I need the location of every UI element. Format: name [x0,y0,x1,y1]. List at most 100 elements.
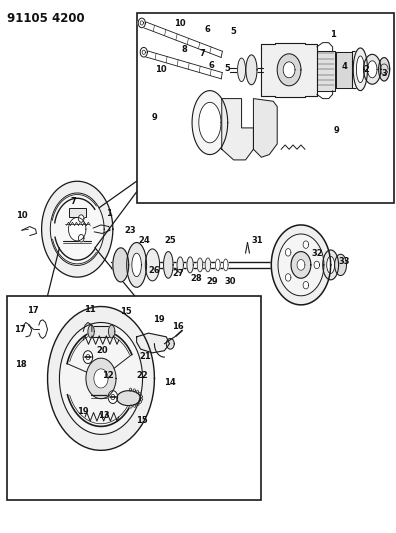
Polygon shape [50,193,104,265]
Polygon shape [192,91,228,155]
Polygon shape [142,50,145,54]
Text: 7: 7 [70,197,76,206]
Text: 30: 30 [225,277,236,286]
Bar [7,296,261,500]
Polygon shape [117,391,141,406]
Text: 8: 8 [181,45,187,53]
Polygon shape [286,248,291,256]
Text: 15: 15 [136,416,148,424]
Polygon shape [297,260,305,270]
Text: 19: 19 [152,316,164,324]
Text: 16: 16 [171,322,183,330]
Polygon shape [129,388,131,391]
Polygon shape [327,256,335,273]
Polygon shape [317,51,335,91]
Polygon shape [303,281,308,289]
Text: 13: 13 [98,411,110,420]
Polygon shape [286,274,291,281]
Polygon shape [69,217,86,241]
Text: 10: 10 [154,65,166,74]
Text: 17: 17 [27,306,38,314]
Polygon shape [323,250,339,280]
Polygon shape [222,99,253,160]
Polygon shape [166,338,174,349]
Text: 1: 1 [330,30,335,39]
Text: 6: 6 [209,61,215,69]
Polygon shape [78,235,84,242]
Text: 9: 9 [334,126,339,135]
Text: 5: 5 [231,28,236,36]
Polygon shape [137,333,169,353]
Text: 6: 6 [205,25,211,34]
Polygon shape [314,261,320,269]
Polygon shape [364,54,381,84]
Polygon shape [130,405,132,408]
Polygon shape [199,102,221,143]
Polygon shape [246,55,257,85]
Text: 1: 1 [106,209,112,217]
Polygon shape [261,43,317,97]
Polygon shape [164,252,173,278]
Polygon shape [133,389,135,392]
Bar [69,208,86,217]
Text: 19: 19 [77,407,89,416]
Bar [352,51,358,88]
Polygon shape [133,404,136,407]
Polygon shape [127,243,147,287]
Text: 29: 29 [206,277,218,286]
Polygon shape [277,54,301,86]
Polygon shape [139,392,141,395]
Text: 27: 27 [172,269,184,278]
Text: 17: 17 [14,325,26,334]
Polygon shape [140,398,143,401]
Polygon shape [139,400,141,403]
Polygon shape [336,52,352,88]
Text: 32: 32 [311,249,323,257]
Polygon shape [86,358,116,399]
Text: 4: 4 [342,62,347,71]
Polygon shape [238,58,246,82]
Polygon shape [48,306,154,450]
Polygon shape [42,181,113,277]
Polygon shape [145,249,160,281]
Polygon shape [356,56,364,83]
Polygon shape [83,351,93,364]
Text: 23: 23 [125,226,137,235]
Text: 24: 24 [139,237,150,245]
Polygon shape [303,241,308,248]
Polygon shape [113,248,129,282]
Text: 12: 12 [102,372,114,380]
Polygon shape [367,61,377,78]
Polygon shape [205,258,211,272]
Polygon shape [78,215,84,222]
Text: 21: 21 [140,352,152,360]
Text: 11: 11 [84,305,96,313]
Text: 10: 10 [174,20,186,28]
Polygon shape [335,254,346,276]
Polygon shape [379,58,390,81]
Bar [92,326,111,337]
Polygon shape [132,253,141,277]
Polygon shape [223,259,228,271]
Text: 10: 10 [16,212,28,220]
Polygon shape [271,225,331,305]
Polygon shape [197,258,203,272]
Text: 2: 2 [364,65,369,74]
Text: 3: 3 [381,69,387,77]
Polygon shape [140,21,143,25]
Text: 14: 14 [164,378,176,387]
Text: 25: 25 [164,237,176,245]
Polygon shape [140,395,143,398]
Text: 33: 33 [339,257,350,265]
Text: 28: 28 [190,274,202,282]
Polygon shape [283,62,295,78]
Text: 9: 9 [152,113,157,122]
Polygon shape [253,99,277,157]
Polygon shape [137,402,139,406]
Text: 15: 15 [120,308,132,316]
Polygon shape [215,259,220,271]
Bar [137,13,394,203]
Polygon shape [136,390,139,393]
Text: 5: 5 [225,64,230,72]
Polygon shape [109,325,115,338]
